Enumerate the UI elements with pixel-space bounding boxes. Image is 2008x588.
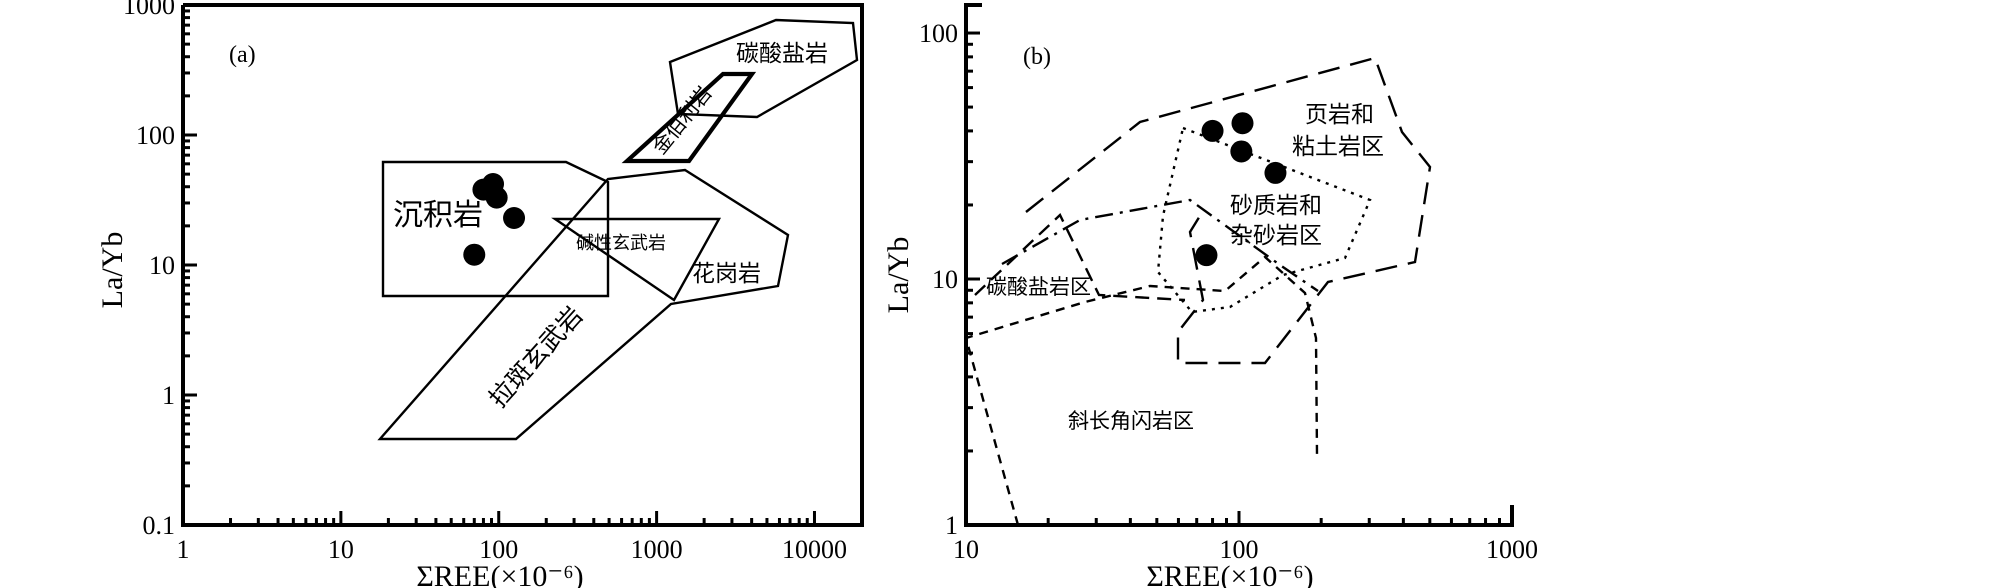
panel-b-y-axis-title: La/Yb (882, 237, 915, 314)
sedimentary-field (381, 160, 610, 298)
amphibolite-field-boundary (964, 255, 1319, 526)
kimberlite-field (621, 71, 757, 164)
x-tick-label: 1000 (631, 535, 683, 564)
data-point (503, 206, 526, 229)
x-tick-label: 10 (953, 535, 979, 564)
y-tick-label: 100 (919, 19, 958, 48)
x-tick-label: 1000 (1486, 535, 1538, 564)
granite-field (377, 168, 790, 441)
shale-label-line1: 页岩和 (1305, 102, 1374, 128)
data-point (463, 243, 486, 266)
data-point (1231, 112, 1254, 135)
tholeiite-label: 拉斑玄武岩 (483, 301, 588, 413)
panel-b-x-axis-title: ΣREE(×10⁻⁶) (1146, 560, 1313, 588)
data-point (1230, 140, 1253, 163)
sandstone-greywacke-field (1156, 126, 1372, 314)
sandstone-label-line2: 杂砂岩区 (1230, 223, 1322, 249)
panel-a-label: (a) (229, 42, 256, 68)
sandstone-label-line1: 砂质岩和 (1230, 193, 1322, 219)
y-tick-label: 1 (162, 381, 175, 410)
kimberlite-label: 金伯利岩 (647, 81, 716, 158)
y-tick-label: 1000 (123, 0, 175, 20)
sedimentary-label: 沉积岩 (393, 198, 483, 233)
carbonate-label: 碳酸盐岩区 (986, 275, 1091, 299)
granite-label: 花岗岩 (692, 261, 761, 287)
y-tick-label: 100 (136, 121, 175, 150)
panel-b-axes (964, 3, 1514, 527)
carbonate-field-boundary (1001, 198, 1319, 292)
x-tick-label: 1 (177, 535, 190, 564)
panel-a-x-axis-title: ΣREE(×10⁻⁶) (416, 560, 583, 588)
x-tick-label: 10000 (782, 535, 847, 564)
x-tick-label: 100 (479, 535, 518, 564)
alkali-basalt-field (551, 217, 722, 302)
data-point (485, 186, 508, 209)
y-tick-label: 10 (932, 265, 958, 294)
x-tick-label: 10 (328, 535, 354, 564)
y-tick-label: 10 (149, 251, 175, 280)
panel-b-label: (b) (1023, 44, 1051, 70)
carbonatite-label: 碳酸盐岩 (736, 41, 828, 67)
y-tick-label: 0.1 (143, 511, 176, 540)
data-point (1201, 119, 1224, 142)
panel-a-points (463, 172, 526, 266)
alkali-basalt-label: 碱性玄武岩 (576, 233, 666, 254)
y-tick-label: 1 (945, 511, 958, 540)
carbonate-field-lower (974, 213, 1186, 302)
shale-label-line2: 粘土岩区 (1292, 134, 1384, 160)
amphibolite-label: 斜长角闪岩区 (1068, 409, 1194, 433)
panel-a-y-axis-title: La/Yb (96, 232, 129, 309)
panel-b-points (1195, 112, 1287, 267)
data-point (1195, 244, 1218, 267)
shale-clay-field (1025, 56, 1432, 365)
data-point (1264, 161, 1287, 184)
x-tick-label: 100 (1220, 535, 1259, 564)
